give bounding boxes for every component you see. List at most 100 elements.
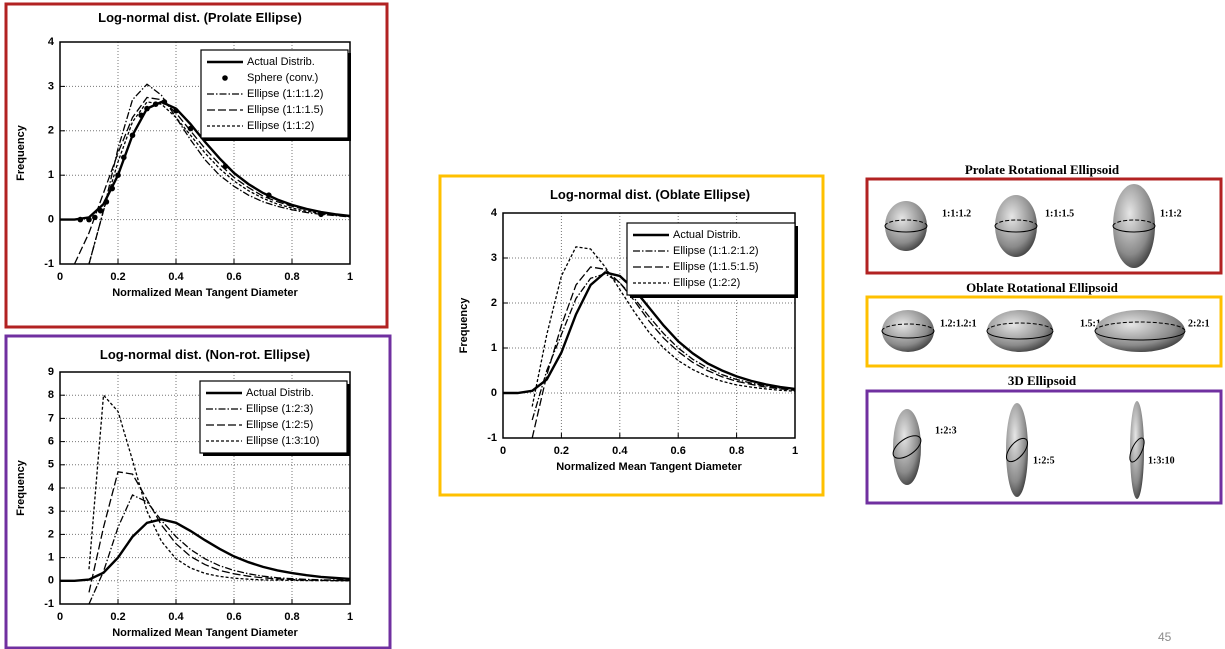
ellipsoid — [1112, 184, 1156, 268]
legend-label: Ellipse (1:2:3) — [246, 403, 313, 415]
x-axis-label: Normalized Mean Tangent Diameter — [112, 287, 298, 299]
y-tick-label: 5 — [48, 459, 54, 471]
x-tick-label: 0.6 — [226, 611, 241, 623]
series-line — [503, 271, 795, 395]
x-tick-label: 0 — [57, 611, 63, 623]
x-tick-label: 0 — [57, 271, 63, 283]
y-tick-label: 2 — [48, 125, 54, 137]
plot-area — [503, 246, 795, 438]
ellipsoid — [892, 409, 922, 485]
y-tick-label: 0 — [48, 575, 54, 587]
series-line — [60, 518, 350, 582]
series-line — [88, 83, 350, 264]
chart-title: Log-normal dist. (Prolate Ellipse) — [98, 10, 302, 25]
legend-label: Actual Distrib. — [246, 387, 314, 399]
frame — [865, 389, 1223, 505]
chart: Log-normal dist. (Non-rot. Ellipse) Norma… — [15, 347, 353, 639]
group-title: 3D Ellipsoid — [1008, 373, 1077, 388]
y-tick-label: -1 — [44, 598, 54, 610]
x-axis-label: Normalized Mean Tangent Diameter — [556, 461, 742, 473]
y-tick-label: 2 — [48, 528, 54, 540]
y-tick-label: 2 — [491, 297, 497, 309]
y-tick-label: 8 — [48, 389, 54, 401]
ellipsoid-label: 1.2:1.2:1 — [940, 318, 977, 329]
diagram: Prolate Rotational Ellipsoid 1:1:1.2 1:1… — [865, 162, 1223, 505]
x-tick-label: 0.2 — [554, 445, 569, 457]
legend-label: Ellipse (1:2:2) — [673, 277, 740, 289]
ellipsoid — [884, 201, 928, 251]
x-tick-label: 1 — [347, 611, 353, 623]
series-line — [73, 96, 350, 264]
legend: Actual Distrib. Ellipse (1:2:3) Ellipse (1… — [199, 380, 350, 456]
ellipsoid-label: 1:3:10 — [1148, 455, 1175, 466]
series-line — [88, 471, 350, 593]
data-point — [86, 216, 92, 223]
ellipsoid — [994, 195, 1038, 257]
y-tick-label: 9 — [48, 366, 54, 378]
data-point — [121, 154, 127, 161]
x-tick-label: 0.8 — [284, 271, 299, 283]
legend-label: Ellipse (1:1.5:1.5) — [673, 261, 759, 273]
x-tick-label: 0.4 — [612, 445, 628, 457]
data-point — [129, 132, 136, 139]
y-tick-label: 4 — [48, 482, 55, 494]
data-point — [109, 185, 115, 192]
x-tick-label: 1 — [347, 271, 353, 283]
y-tick-label: -1 — [487, 432, 497, 444]
ellipsoid-label: 1:1:1.5 — [1045, 208, 1074, 219]
data-point — [266, 192, 272, 198]
ellipsoid — [1006, 403, 1028, 497]
y-axis-label: Frequency — [15, 124, 27, 181]
ellipsoid-label: 1:2:5 — [1033, 455, 1055, 466]
plot-area — [60, 393, 350, 604]
chart: Log-normal dist. (Prolate Ellipse) Normal… — [15, 10, 353, 299]
frame — [438, 174, 825, 497]
ellipsoid-label: 1:2:3 — [935, 425, 957, 436]
legend-label: Actual Distrib. — [673, 229, 741, 241]
x-tick-label: 0.6 — [226, 271, 241, 283]
ellipsoid-label: 1:1:2 — [1160, 208, 1182, 219]
x-tick-label: 1 — [792, 445, 798, 457]
legend-label: Sphere (conv.) — [247, 72, 318, 84]
ellipsoid — [881, 310, 935, 352]
legend-marker — [222, 75, 228, 81]
y-tick-label: 1 — [491, 342, 497, 354]
series-line — [531, 246, 795, 407]
data-point — [138, 112, 144, 119]
y-tick-label: 6 — [48, 436, 54, 448]
x-tick-label: 0.6 — [671, 445, 686, 457]
chart-title: Log-normal dist. (Oblate Ellipse) — [550, 187, 750, 202]
ellipsoid — [986, 310, 1054, 352]
y-axis-label: Frequency — [15, 459, 27, 516]
data-point — [77, 216, 84, 223]
data-point — [97, 207, 104, 214]
data-point — [115, 172, 121, 178]
x-tick-label: 0.8 — [729, 445, 744, 457]
ellipsoid — [1094, 310, 1186, 352]
y-tick-label: 3 — [491, 252, 497, 264]
legend-label: Ellipse (1:3:10) — [246, 435, 319, 447]
x-tick-label: 0.2 — [110, 271, 125, 283]
series-line — [531, 266, 795, 438]
plot-area — [60, 83, 350, 264]
series-line — [88, 393, 350, 582]
series-line — [531, 273, 795, 421]
legend-label: Ellipse (1:1:1.2) — [247, 88, 323, 100]
chart: Log-normal dist. (Oblate Ellipse) Normali… — [458, 187, 798, 473]
legend-label: Ellipse (1:2:5) — [246, 419, 313, 431]
y-tick-label: 0 — [491, 387, 497, 399]
y-tick-label: 7 — [48, 412, 54, 424]
y-tick-label: 0 — [48, 214, 54, 226]
y-tick-label: -1 — [44, 258, 54, 270]
x-tick-label: 0.8 — [284, 611, 299, 623]
x-tick-label: 0.4 — [168, 271, 184, 283]
x-axis-label: Normalized Mean Tangent Diameter — [112, 627, 298, 639]
frame — [865, 177, 1223, 275]
y-tick-label: 3 — [48, 505, 54, 517]
y-tick-label: 4 — [48, 36, 55, 48]
ellipsoid — [1129, 401, 1145, 499]
legend: Actual Distrib. Sphere (conv.) Ellipse (1:… — [200, 49, 351, 141]
x-tick-label: 0.2 — [110, 611, 125, 623]
y-axis-label: Frequency — [458, 297, 470, 354]
